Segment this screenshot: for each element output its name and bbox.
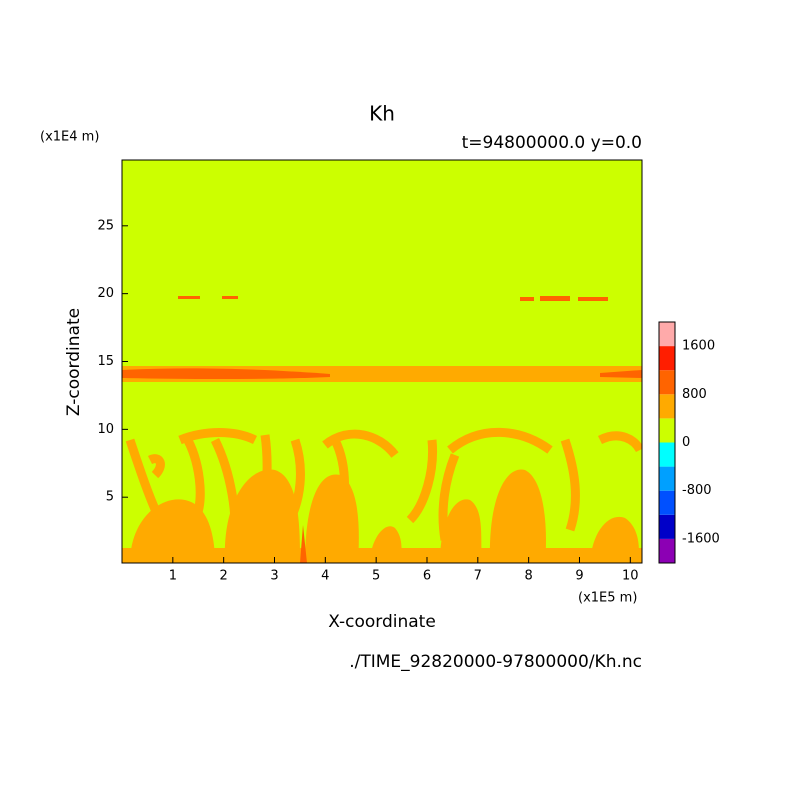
contour-region	[440, 499, 482, 563]
contour-region	[438, 453, 460, 541]
contour-region	[447, 427, 553, 454]
chart-title: Kh	[369, 102, 395, 126]
x-tick-label: 1	[169, 569, 177, 584]
colorbar-bin	[659, 346, 675, 371]
footer: ./TIME_92820000-97800000/Kh.nc	[349, 652, 642, 672]
contour-region	[257, 434, 272, 531]
contour-region	[600, 370, 642, 378]
contour-region	[210, 437, 240, 547]
x-unit: (x1E5 m)	[578, 591, 637, 606]
contour-region	[125, 438, 165, 523]
contour-region	[300, 525, 307, 563]
colorbar-bin	[659, 370, 675, 395]
contour-region	[322, 429, 399, 458]
y-tick-label: 25	[97, 218, 114, 233]
contour-field	[122, 160, 642, 563]
colorbar-bin	[659, 322, 675, 347]
contour-region	[406, 439, 438, 524]
contour-region	[178, 296, 238, 299]
x-tick-label: 10	[622, 569, 639, 584]
x-tick-label: 9	[575, 569, 583, 584]
contour-region	[178, 428, 258, 445]
x-tick-label: 3	[270, 569, 278, 584]
colorbar-bin	[659, 394, 675, 419]
colorbar-tick-label: 800	[682, 387, 707, 402]
contour-region	[590, 516, 639, 563]
contour-region	[285, 438, 305, 523]
contour-region	[489, 469, 546, 563]
colorbar-tick-label: -800	[682, 483, 712, 498]
colorbar-tick-label: -1600	[682, 531, 720, 546]
x-axis-label: X-coordinate	[328, 612, 436, 632]
contour-region	[597, 431, 642, 453]
colorbar-bin	[659, 490, 675, 515]
x-tick-label: 2	[220, 569, 228, 584]
y-tick-label: 10	[97, 422, 114, 437]
contour-region	[560, 438, 580, 532]
contour-region	[122, 160, 642, 563]
y-unit: (x1E4 m)	[40, 130, 99, 145]
contour-region	[122, 368, 330, 379]
x-tick-label: 5	[372, 569, 380, 584]
contour-region	[370, 526, 402, 563]
x-tick-label: 8	[525, 569, 533, 584]
y-tick-label: 5	[106, 490, 114, 505]
contour-region	[520, 296, 608, 301]
colorbar-bin	[659, 442, 675, 467]
colorbar-tick-label: 1600	[682, 339, 715, 354]
y-tick-label: 20	[97, 286, 114, 301]
contour-region	[181, 432, 205, 523]
chart-subtitle: t=94800000.0 y=0.0	[462, 133, 642, 153]
colorbar-bin	[659, 418, 675, 443]
colorbar-bin	[659, 514, 675, 539]
x-tick-label: 7	[474, 569, 482, 584]
colorbar-frame	[658, 321, 676, 564]
contour-region	[147, 454, 165, 479]
y-axis-label: Z-coordinate	[64, 308, 84, 416]
x-tick-label: 4	[321, 569, 329, 584]
x-tick-label: 6	[423, 569, 431, 584]
contour-region	[330, 437, 349, 547]
colorbar-tick-label: 0	[682, 435, 690, 450]
colorbar-bin	[659, 466, 675, 491]
y-tick-label: 15	[97, 354, 114, 369]
colorbar-bin	[659, 538, 675, 563]
